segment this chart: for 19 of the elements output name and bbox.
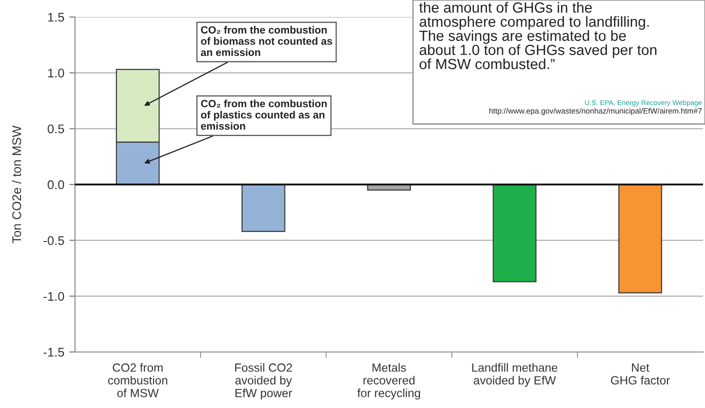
y-tick-label: 0.0 <box>48 180 64 190</box>
y-tick-label: -1.0 <box>44 292 64 301</box>
y-tick-label: 0.5 <box>48 124 64 134</box>
y-tick-label: 1.0 <box>48 68 64 78</box>
x-tick-label: Net GHG factor <box>610 364 670 384</box>
bar <box>618 184 662 294</box>
annotation: CO₂ from the combustion of biomass not counted as an emission <box>200 26 332 56</box>
y-tick-label: 1.5 <box>48 12 64 22</box>
y-tick-label: -0.5 <box>44 236 64 245</box>
y-tick-label: -1.5 <box>44 348 64 357</box>
y-axis-title: Ton CO2e / ton MSW <box>12 125 22 244</box>
x-tick-label: CO2 from combustion of MSW <box>108 363 168 398</box>
bar <box>492 184 537 282</box>
x-tick-label: Metals recovered for recycling <box>357 363 420 400</box>
x-tick-label: Landfill methane avoided by EfW <box>472 363 558 387</box>
annotation: CO₂ from the combustion of plastics counted as an emission <box>201 100 327 130</box>
annotation: the amount of GHGs in the atmosphere compared to landfilling. The savings are estimated to be about 1.0 ton of GHGs saved per ton of MSW combusted.” <box>419 2 656 70</box>
bar <box>241 184 286 232</box>
x-tick-label: Fossil CO2 avoided by EfW power <box>235 363 292 400</box>
